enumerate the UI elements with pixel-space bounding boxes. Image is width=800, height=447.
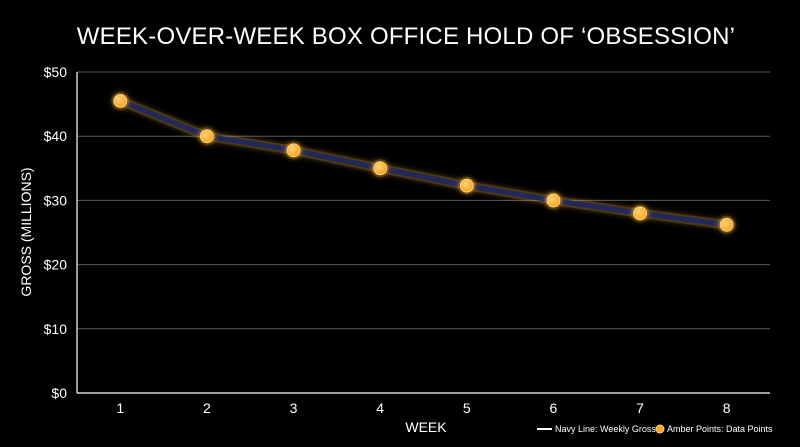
y-tick-label: $50: [44, 64, 68, 80]
legend-point-text: Amber Points: Data Points: [667, 424, 773, 434]
x-tick-label: 3: [290, 400, 298, 416]
data-point: [459, 178, 474, 193]
chart-title: WEEK-OVER-WEEK BOX OFFICE HOLD OF ‘OBSES…: [77, 23, 735, 50]
data-point: [633, 206, 648, 221]
y-tick-label: $0: [51, 385, 67, 401]
y-axis-label: GROSS (MILLIONS): [18, 167, 34, 296]
data-point: [373, 161, 388, 176]
series-line: [117, 98, 730, 228]
legend-point-swatch: [655, 424, 665, 434]
data-point: [719, 217, 734, 232]
legend-line-text: Navy Line: Weekly Gross,: [555, 424, 658, 434]
x-tick-label: 4: [376, 400, 384, 416]
grid-lines: [77, 71, 770, 330]
x-axis-label: WEEK: [405, 419, 447, 435]
data-point: [199, 129, 214, 144]
y-tick-label: $20: [44, 257, 68, 273]
x-tick-label: 5: [463, 400, 471, 416]
y-tick-label: $30: [44, 192, 68, 208]
data-point: [286, 143, 301, 158]
y-tick-label: $10: [44, 321, 68, 337]
x-tick-label: 7: [636, 400, 644, 416]
x-tick-label: 8: [723, 400, 731, 416]
y-tick-label: $40: [44, 128, 68, 144]
axes: $0 $10 $20 $30 $40 $50 1 2 3 4 5 6 7 8: [44, 64, 770, 416]
x-tick-label: 6: [550, 400, 558, 416]
legend: Navy Line: Weekly Gross, Amber Points: D…: [537, 424, 773, 434]
x-tick-label: 1: [116, 400, 124, 416]
series-layer: [111, 91, 736, 234]
data-point: [113, 93, 128, 108]
data-point: [546, 193, 561, 208]
x-tick-label: 2: [203, 400, 211, 416]
